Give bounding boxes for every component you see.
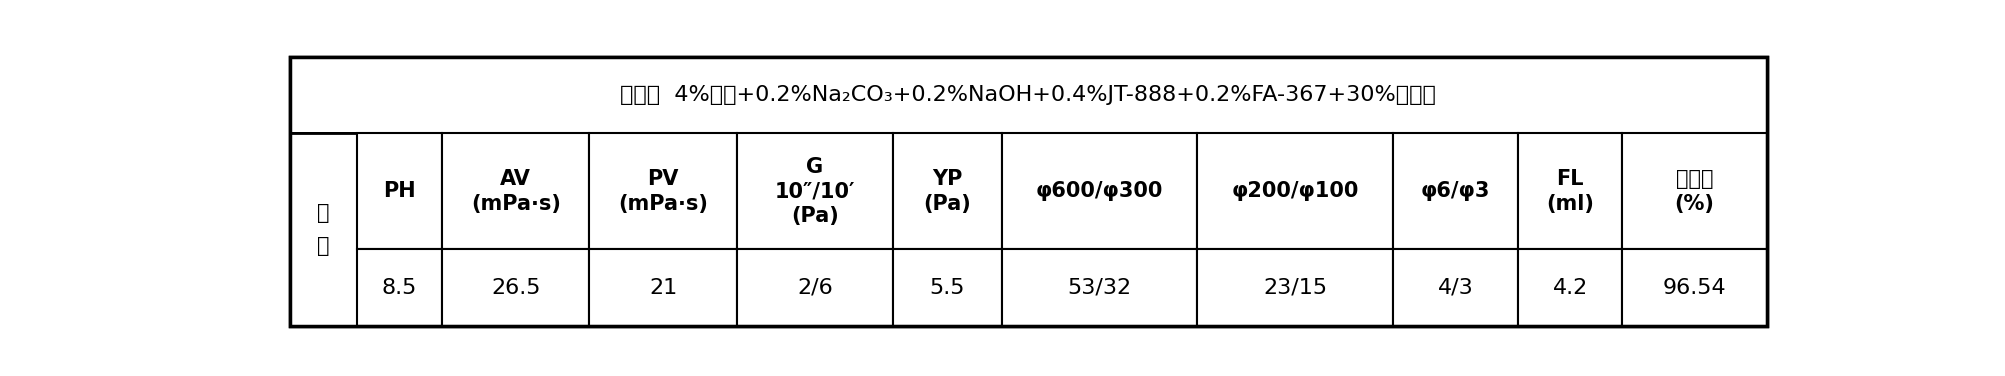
Bar	[289, 133, 357, 326]
Bar	[357, 133, 441, 249]
Bar	[441, 133, 589, 249]
Text: 53/32: 53/32	[1067, 277, 1131, 297]
Bar	[892, 249, 1000, 326]
Text: 4/3: 4/3	[1438, 277, 1472, 297]
Bar	[1391, 249, 1518, 326]
Text: 回收率
(%): 回收率 (%)	[1674, 169, 1714, 214]
Text: G
10″/10′
(Pa): G 10″/10′ (Pa)	[774, 156, 854, 226]
Text: 26.5: 26.5	[491, 277, 539, 297]
Text: 性
能: 性 能	[317, 203, 329, 256]
Bar	[589, 133, 736, 249]
Bar	[1622, 133, 1766, 249]
Bar	[289, 57, 1766, 133]
Bar	[589, 249, 736, 326]
Bar	[289, 133, 1766, 249]
Bar	[357, 249, 441, 326]
Text: φ200/φ100: φ200/φ100	[1231, 181, 1357, 201]
Text: AV
(mPa·s): AV (mPa·s)	[471, 169, 559, 214]
Text: 2/6: 2/6	[796, 277, 832, 297]
Text: 23/15: 23/15	[1263, 277, 1327, 297]
Text: 4.2: 4.2	[1552, 277, 1586, 297]
Bar	[736, 133, 892, 249]
Text: FL
(ml): FL (ml)	[1546, 169, 1594, 214]
Text: 配方：  4%坂土+0.2%Na₂CO₃+0.2%NaOH+0.4%JT-888+0.2%FA-367+30%聚合盐: 配方： 4%坂土+0.2%Na₂CO₃+0.2%NaOH+0.4%JT-888+…	[620, 85, 1436, 105]
Bar	[892, 133, 1000, 249]
Bar	[1197, 133, 1391, 249]
Bar	[1518, 133, 1622, 249]
Text: 21: 21	[650, 277, 678, 297]
Text: φ600/φ300: φ600/φ300	[1035, 181, 1163, 201]
Text: YP
(Pa): YP (Pa)	[922, 169, 970, 214]
Text: 5.5: 5.5	[928, 277, 964, 297]
Text: PH: PH	[383, 181, 415, 201]
Bar	[289, 249, 1766, 326]
Text: 8.5: 8.5	[381, 277, 417, 297]
Bar	[1622, 249, 1766, 326]
Bar	[1197, 249, 1391, 326]
Bar	[1518, 249, 1622, 326]
Text: 96.54: 96.54	[1662, 277, 1726, 297]
Bar	[1391, 133, 1518, 249]
Bar	[736, 249, 892, 326]
Bar	[1000, 249, 1197, 326]
Bar	[1000, 133, 1197, 249]
Bar	[441, 249, 589, 326]
Text: PV
(mPa·s): PV (mPa·s)	[618, 169, 708, 214]
Text: φ6/φ3: φ6/φ3	[1420, 181, 1490, 201]
